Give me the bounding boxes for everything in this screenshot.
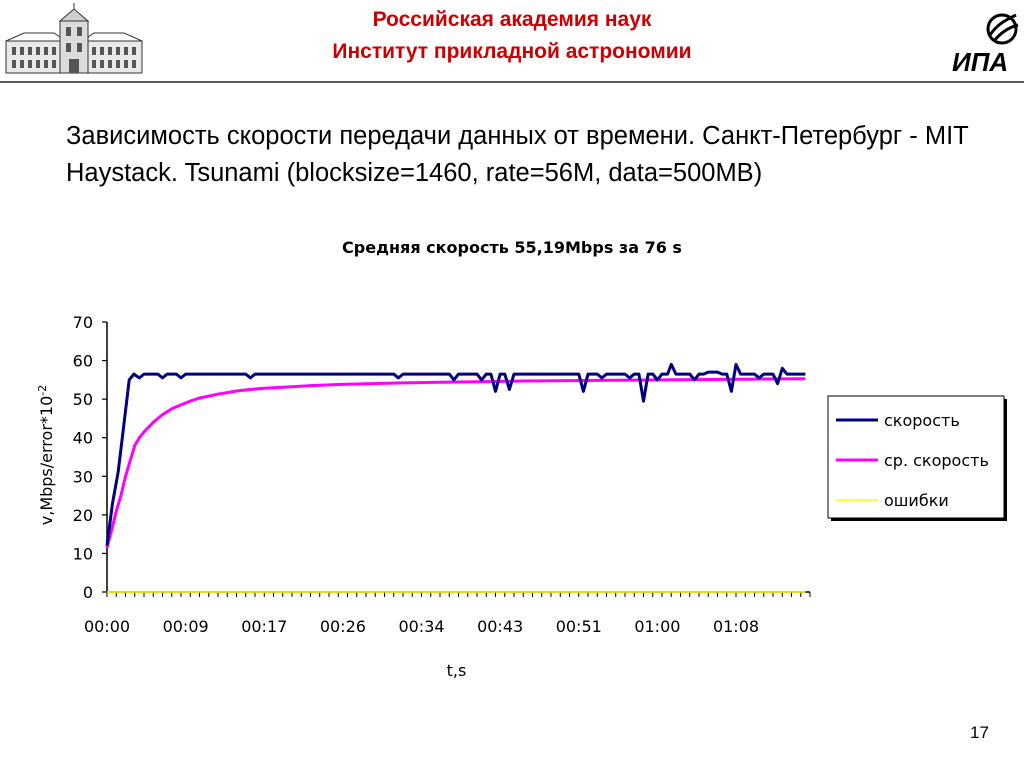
y-tick-label: 0 [83,583,93,602]
legend-box [827,395,1005,519]
y-tick-label: 60 [73,352,93,371]
x-tick-label: 00:09 [163,617,209,636]
header-title-academy: Российская академия наук [372,8,652,31]
x-axis-label: t,s [447,661,467,680]
ipa-logo-icon: ИПА [952,13,1019,77]
y-tick-label: 10 [73,544,93,563]
series-line-avg-speed [105,377,806,548]
legend-label: ср. скорость [884,451,989,470]
chart-title: Средняя скорость 55,19Mbps за 76 s [342,238,682,257]
y-tick-label: 50 [73,390,93,409]
header-divider [0,81,1024,83]
y-axis-label: v,Mbps/error*10-2 [36,385,56,525]
header-title-institute: Институт прикладной астрономии [332,40,692,63]
x-tick-label: 00:17 [241,617,287,636]
y-tick-label: 30 [73,467,93,486]
slide-title: Зависимость скорости передачи данных от … [66,122,969,187]
y-tick-label: 20 [73,506,93,525]
page-number: 17 [970,723,989,742]
legend-label: ошибки [884,491,949,510]
legend-label: скорость [884,411,960,430]
x-tick-label: 00:34 [398,617,444,636]
x-tick-label: 00:43 [477,617,523,636]
x-tick-label: 00:00 [84,617,130,636]
y-tick-label: 40 [73,429,93,448]
series-line-speed [105,362,806,546]
academy-building-icon [5,3,143,74]
x-tick-label: 00:51 [556,617,602,636]
x-tick-label: 01:08 [713,617,759,636]
y-tick-label: 70 [73,313,93,332]
ipa-logo-text: ИПА [952,47,1008,77]
x-tick-label: 01:00 [634,617,680,636]
x-tick-label: 00:26 [320,617,366,636]
